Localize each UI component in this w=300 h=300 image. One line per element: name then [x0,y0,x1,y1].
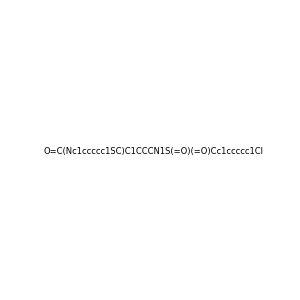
Text: O=C(Nc1ccccc1SC)C1CCCN1S(=O)(=O)Cc1ccccc1Cl: O=C(Nc1ccccc1SC)C1CCCN1S(=O)(=O)Cc1ccccc… [44,147,264,156]
